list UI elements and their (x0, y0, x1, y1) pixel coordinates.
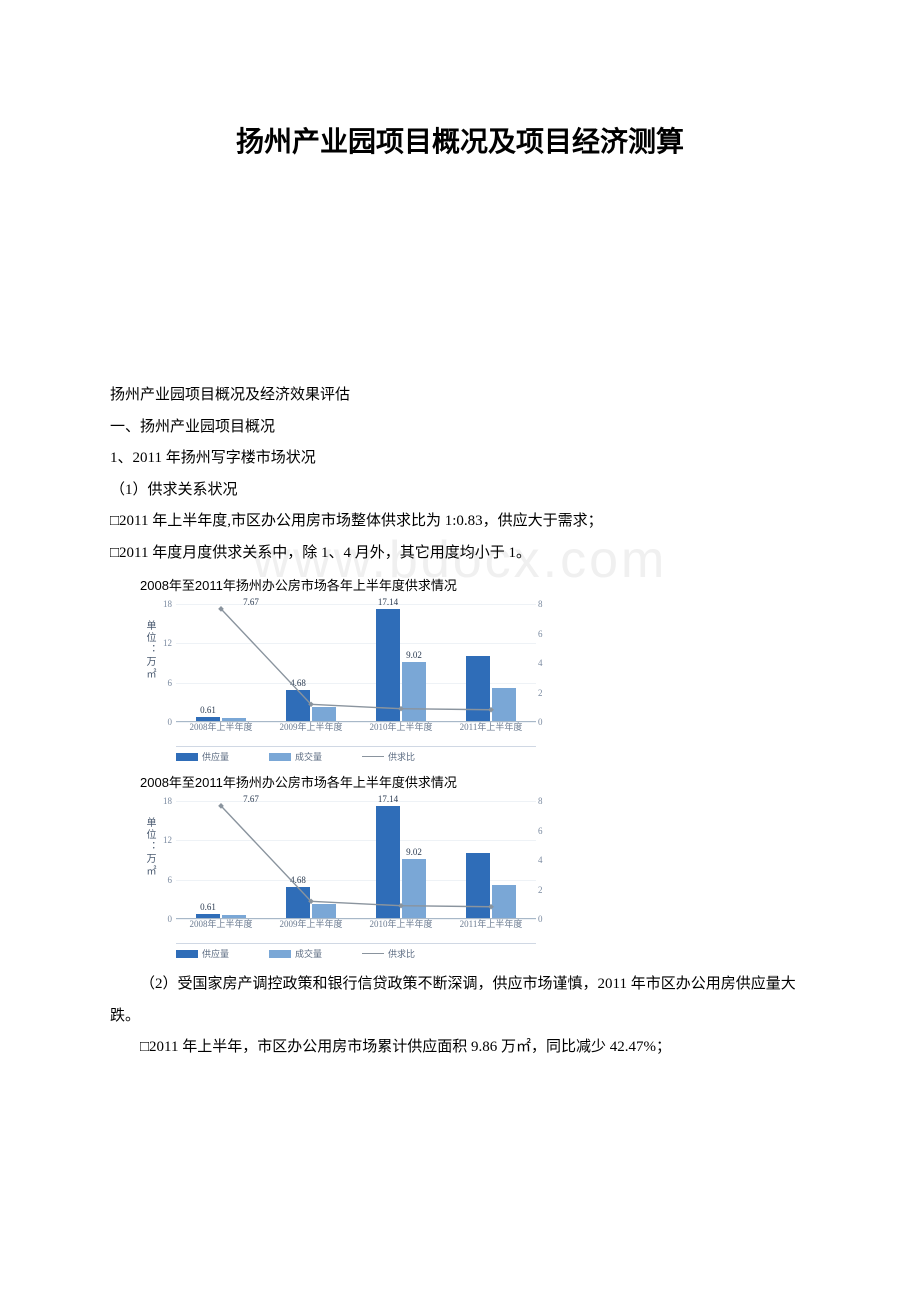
x-category: 2009年上半年度 (270, 917, 352, 930)
chart-legend: 供应量 成交量 供求比 (176, 943, 536, 960)
x-category: 2010年上半年度 (360, 917, 442, 930)
chart-plot: 06121802468单位：万㎡0.614.6817.149.027.67 (176, 801, 536, 919)
ytick-left: 0 (154, 717, 172, 727)
chart-1: 2008年至2011年扬州办公房市场各年上半年度供求情况 06121802468… (140, 575, 810, 758)
document-body: 扬州产业园项目概况及项目经济测算 扬州产业园项目概况及经济效果评估 一、扬州产业… (110, 120, 810, 1064)
y-axis-unit: 单位：万㎡ (142, 817, 157, 877)
y-axis-unit: 单位：万㎡ (142, 620, 157, 680)
line-8: □2011 年上半年，市区办公用房市场累计供应面积 9.86 万㎡，同比减少 4… (110, 1032, 810, 1064)
legend-deal-label: 成交量 (295, 750, 322, 763)
x-category: 2008年上半年度 (180, 720, 262, 733)
ytick-right: 2 (538, 885, 550, 895)
ratio-line (176, 604, 536, 721)
legend-deal: 成交量 (269, 947, 322, 960)
ytick-right: 0 (538, 717, 550, 727)
chart-2: 2008年至2011年扬州办公房市场各年上半年度供求情况 06121802468… (140, 772, 810, 955)
line-4: （1）供求关系状况 (110, 475, 810, 507)
x-category: 2011年上半年度 (450, 917, 532, 930)
ytick-left: 18 (154, 796, 172, 806)
legend-ratio: 供求比 (362, 947, 415, 960)
line-2: 一、扬州产业园项目概况 (110, 412, 810, 444)
chart-2-title: 2008年至2011年扬州办公房市场各年上半年度供求情况 (140, 772, 810, 791)
x-category: 2009年上半年度 (270, 720, 352, 733)
legend-supply: 供应量 (176, 750, 229, 763)
ytick-right: 4 (538, 855, 550, 865)
ytick-left: 0 (154, 914, 172, 924)
legend-supply: 供应量 (176, 947, 229, 960)
ratio-line (176, 801, 536, 918)
legend-ratio: 供求比 (362, 750, 415, 763)
legend-deal-label: 成交量 (295, 947, 322, 960)
chart-1-canvas: 06121802468单位：万㎡0.614.6817.149.027.67200… (140, 598, 560, 758)
line-5: □2011 年上半年度,市区办公用房市场整体供求比为 1:0.83，供应大于需求… (110, 506, 810, 538)
ratio-value-label: 7.67 (243, 597, 259, 607)
ytick-right: 4 (538, 658, 550, 668)
ytick-right: 8 (538, 796, 550, 806)
chart-plot: 06121802468单位：万㎡0.614.6817.149.027.67 (176, 604, 536, 722)
ratio-value-label: 7.67 (243, 794, 259, 804)
legend-deal: 成交量 (269, 750, 322, 763)
legend-supply-label: 供应量 (202, 947, 229, 960)
line-1: 扬州产业园项目概况及经济效果评估 (110, 380, 810, 412)
ytick-right: 8 (538, 599, 550, 609)
ytick-right: 0 (538, 914, 550, 924)
line-6: □2011 年度月度供求关系中，除 1、4 月外，其它用度均小于 1。 (110, 538, 810, 570)
x-category: 2008年上半年度 (180, 917, 262, 930)
chart-legend: 供应量 成交量 供求比 (176, 746, 536, 763)
line-7: （2）受国家房产调控政策和银行信贷政策不断深调，供应市场谨慎，2011 年市区办… (110, 969, 810, 1032)
ytick-right: 6 (538, 629, 550, 639)
chart-2-canvas: 06121802468单位：万㎡0.614.6817.149.027.67200… (140, 795, 560, 955)
line-3: 1、2011 年扬州写字楼市场状况 (110, 443, 810, 475)
x-category: 2010年上半年度 (360, 720, 442, 733)
legend-ratio-label: 供求比 (388, 947, 415, 960)
ytick-right: 6 (538, 826, 550, 836)
x-category: 2011年上半年度 (450, 720, 532, 733)
chart-1-title: 2008年至2011年扬州办公房市场各年上半年度供求情况 (140, 575, 810, 594)
page-title: 扬州产业园项目概况及项目经济测算 (110, 120, 810, 160)
ytick-right: 2 (538, 688, 550, 698)
legend-supply-label: 供应量 (202, 750, 229, 763)
legend-ratio-label: 供求比 (388, 750, 415, 763)
ytick-left: 18 (154, 599, 172, 609)
